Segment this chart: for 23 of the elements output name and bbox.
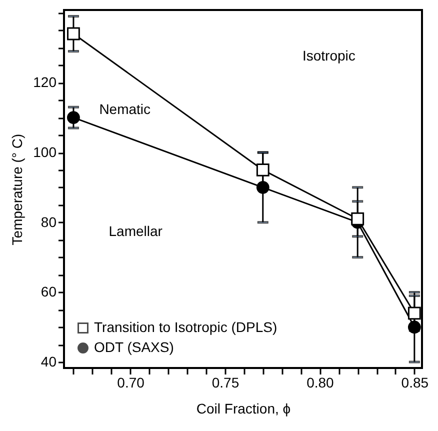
legend-label: Transition to Isotropic (DPLS) bbox=[94, 319, 278, 335]
point bbox=[408, 320, 421, 334]
y-tick-label: 60 bbox=[40, 284, 57, 300]
y-tick-label: 40 bbox=[40, 354, 57, 370]
y-axis-title: Temperature (° C) bbox=[9, 134, 26, 246]
x-tick-label: 0.85 bbox=[401, 374, 429, 390]
point bbox=[256, 180, 270, 194]
point bbox=[256, 164, 270, 176]
point bbox=[67, 111, 80, 124]
point bbox=[408, 306, 421, 320]
x-axis-title: Coil Fraction, ϕ bbox=[196, 400, 291, 416]
annotation: Nematic bbox=[99, 101, 151, 118]
annotation: Isotropic bbox=[302, 48, 356, 64]
x-tick-label: 0.75 bbox=[212, 374, 240, 390]
y-tick-label: 100 bbox=[33, 144, 57, 160]
y-tick-label: 80 bbox=[40, 214, 57, 230]
point bbox=[351, 212, 364, 226]
x-tick-label: 0.70 bbox=[117, 374, 145, 390]
point bbox=[67, 27, 80, 40]
y-tick-label: 120 bbox=[33, 74, 57, 90]
x-tick-label: 0.80 bbox=[306, 374, 334, 390]
legend-label: ODT (SAXS) bbox=[94, 339, 174, 355]
annotation: Lamellar bbox=[108, 222, 163, 239]
